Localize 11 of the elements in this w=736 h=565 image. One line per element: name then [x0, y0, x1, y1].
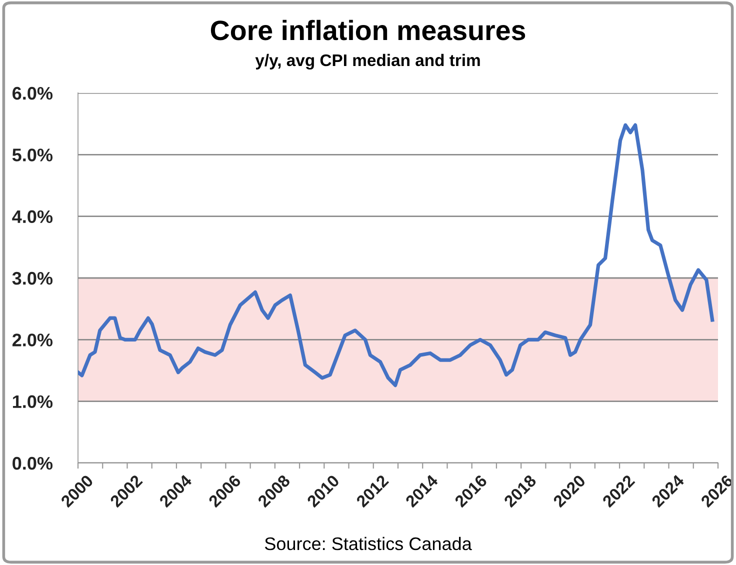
- y-tick-label: 6.0%: [12, 86, 53, 100]
- chart-subtitle: y/y, avg CPI median and trim: [255, 54, 480, 70]
- y-tick-label: 1.0%: [12, 395, 53, 408]
- y-tick-label: 4.0%: [12, 210, 53, 224]
- y-tick-label: 2.0%: [12, 334, 53, 346]
- chart-title: Core inflation measures: [210, 20, 526, 40]
- line-series: [78, 123, 714, 388]
- y-tick-label: 3.0%: [12, 272, 53, 285]
- source-note: Source: Statistics Canada: [264, 536, 472, 550]
- y-tick-label: 0.0%: [12, 456, 53, 470]
- y-tick-label: 5.0%: [12, 148, 53, 162]
